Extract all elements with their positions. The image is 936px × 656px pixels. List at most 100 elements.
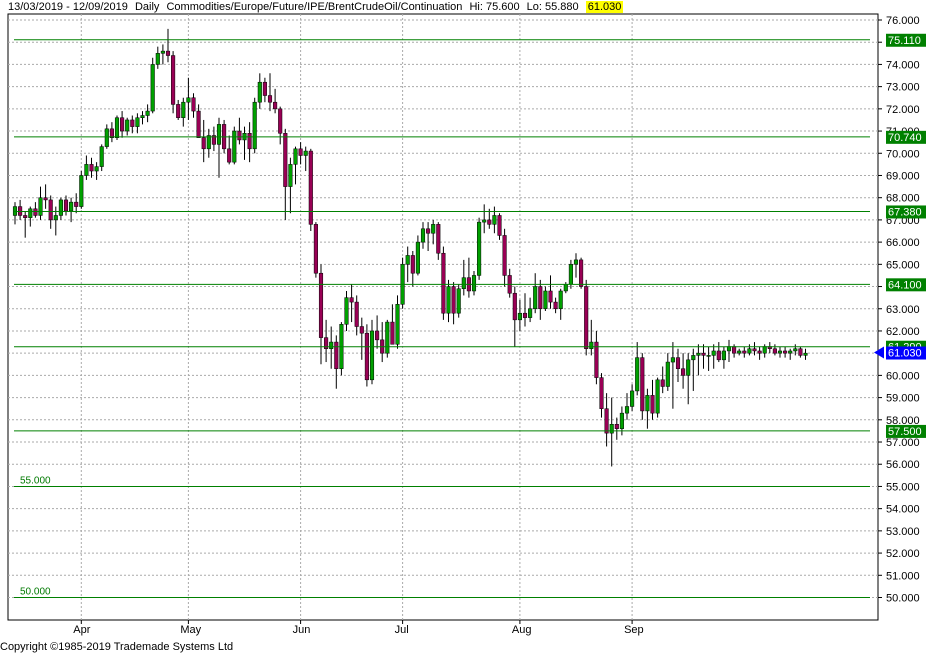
candle [543,286,548,311]
level-inline-label: 55.000 [20,475,51,486]
candle-body [58,199,63,216]
candle-body [145,110,150,116]
candle [426,222,431,251]
candle [344,290,349,331]
candle-body [589,341,594,349]
y-tick-label: 51.000 [886,570,920,582]
level-badge [886,278,926,292]
y-tick-label: 72.000 [886,104,920,116]
candle [487,208,492,229]
candle [74,193,79,214]
candle-body [150,64,155,112]
candle [267,73,273,112]
candle [150,57,155,114]
candle [165,28,171,63]
candle [191,93,196,118]
last-price-marker: 61.030 [874,346,926,360]
candle [793,344,798,356]
candle-body [267,95,273,103]
level-badge [886,424,926,438]
candle-body [191,97,196,112]
candle-body [160,50,165,54]
candle-body [262,81,267,96]
candle [482,204,487,234]
candle-body [176,104,181,118]
candle-body [395,304,400,345]
candle-body [640,357,645,412]
candle-body [247,133,252,150]
candle [247,122,252,163]
candle-body [502,235,507,276]
x-tick-label: Jul [395,624,409,636]
candle-body [324,337,329,349]
candle [604,393,609,447]
candle [293,146,298,185]
candle [691,348,696,391]
candle [645,388,650,429]
candle [584,279,589,356]
candle-body [492,215,497,225]
candle-body [33,208,38,216]
candle [196,104,201,138]
candle [390,304,395,345]
candle [318,264,324,365]
y-tick-label: 57.000 [886,437,920,449]
candle-body [334,341,339,369]
copyright-footer: Copyright ©1985-2019 Trademade Systems L… [0,641,234,653]
candle [329,326,334,369]
candle [681,353,686,389]
candle [227,135,232,165]
candle [79,171,84,209]
candle [400,257,405,309]
candle-body [74,201,79,207]
candle [451,282,456,325]
chart-header: 13/03/2019 - 12/09/2019 Daily Commoditie… [8,0,627,15]
candle [369,319,375,385]
candle-body [594,341,599,378]
candle-body [563,284,568,292]
candle-body [181,101,186,118]
candle-body [670,357,675,363]
candle [522,293,528,327]
candle-body [660,379,665,387]
level-inline-label: 50.000 [20,587,51,598]
candle [696,344,701,376]
candle [665,353,670,391]
y-tick-label: 53.000 [886,526,920,538]
candle-body [114,117,120,138]
candle-body [803,352,808,356]
candle-body [89,164,94,172]
candle [446,279,451,323]
candle-body [420,228,426,243]
candle-body [313,224,318,274]
candle-body [28,208,33,218]
date-range: 13/03/2019 - 12/09/2019 [8,1,128,13]
candle-body [528,308,533,318]
candle-body [196,110,201,138]
candle-body [655,379,660,414]
candle-body [788,350,793,354]
candle-body [385,321,390,354]
candle [324,319,329,363]
candle-body [43,197,48,201]
candle-body [701,352,706,356]
candle [573,253,579,278]
candle-body [451,286,456,314]
candle [257,73,262,109]
candle [477,217,482,280]
candle [216,117,222,178]
candle-body [757,350,762,354]
candle [273,88,278,114]
candle-body [186,97,191,103]
candle [803,348,808,360]
candle [777,346,783,358]
candle [84,155,89,180]
candle-body [579,259,584,287]
candle-body [84,164,89,176]
y-tick-label: 68.000 [886,193,920,205]
x-tick-label: Apr [73,624,90,636]
candle-body [79,175,84,207]
candle-body [630,390,635,407]
candle [711,344,716,369]
